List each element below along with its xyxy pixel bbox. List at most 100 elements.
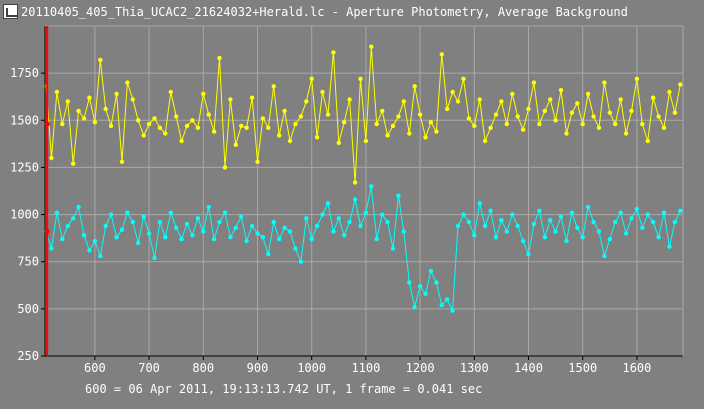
data-point-target [634,76,640,82]
data-point-target [92,120,98,125]
data-point-target [304,99,309,104]
data-point-comparison [190,233,195,238]
data-point-comparison [157,219,163,225]
x-tick-label: 900 [247,361,269,375]
data-point-target [222,165,228,170]
data-point-comparison [439,302,444,308]
data-point-comparison [314,223,320,229]
data-point-comparison [645,212,650,217]
data-point-target [255,159,260,164]
data-point-comparison [347,219,352,225]
data-point-target [585,91,591,97]
data-point-target [249,95,255,100]
data-point-target [54,89,60,95]
data-point-target [65,99,71,104]
data-point-target [163,131,168,136]
data-point-comparison [325,201,331,206]
data-point-target [233,142,238,147]
x-axis-ticks: 600 700 800 900 1000 1100 1200 1300 1400 1500 1600 [84,356,651,375]
data-point-comparison [309,236,314,242]
data-point-target [217,55,222,61]
data-point-comparison [656,235,661,240]
data-point-comparison [141,214,146,219]
data-point-comparison [623,231,629,236]
data-point-comparison [482,223,488,229]
light-curve-app-icon[interactable] [3,4,18,19]
data-point-comparison [499,218,504,223]
data-point-comparison [92,238,98,244]
data-point-comparison [201,229,206,234]
data-point-target [428,120,434,125]
window-titlebar: 20110405_405_Thia_UCAC2_21624032+Herald.… [0,0,704,24]
data-point-target [76,108,81,114]
data-point-comparison [445,297,450,302]
data-point-target [342,120,347,125]
data-point-comparison [531,221,537,227]
data-point-comparison [526,252,531,257]
time-cursor[interactable] [44,26,50,356]
data-point-target [461,76,466,82]
data-point-target [407,131,412,136]
data-point-comparison [293,246,298,251]
data-point-target [385,133,390,138]
data-point-comparison [298,259,304,264]
data-point-target [60,121,65,127]
x-tick-label: 600 [84,361,106,375]
data-point-target [439,52,444,57]
cursor-marker-comparison [44,229,50,235]
data-point-target [81,116,87,121]
series-target [43,44,683,185]
y-tick-label: 1250 [10,160,39,174]
data-point-comparison [76,204,81,210]
data-point-comparison [629,216,634,221]
data-point-comparison [282,225,287,230]
data-point-target [98,57,103,63]
data-point-target [174,114,179,119]
data-point-target [347,97,352,102]
data-point-comparison [65,223,71,229]
data-point-comparison [661,210,667,215]
data-point-comparison [87,248,92,253]
data-point-comparison [217,219,222,225]
data-point-comparison [184,221,190,227]
data-point-target [672,110,678,115]
data-point-target [499,99,504,104]
data-point-target [282,108,287,114]
data-point-target [678,82,683,87]
data-point-comparison [71,216,76,221]
data-point-target [613,121,618,127]
data-point-comparison [575,225,580,230]
data-point-comparison [260,235,266,240]
data-point-comparison [591,219,596,225]
data-point-target [602,80,607,85]
data-point-comparison [412,304,417,310]
data-point-target [656,114,661,119]
data-point-comparison [569,210,575,215]
data-point-target [553,118,558,123]
data-point-comparison [428,268,434,274]
data-point-target [271,84,276,89]
data-point-target [293,121,298,127]
x-tick-label: 1100 [351,361,380,375]
data-point-comparison [450,308,455,313]
data-point-comparison [651,219,656,225]
data-point-comparison [352,197,358,202]
plot-axes [44,25,684,357]
data-point-target [537,121,542,127]
data-point-comparison [504,229,509,234]
data-point-comparison [304,216,309,221]
y-tick-label: 500 [17,302,39,316]
data-point-comparison [179,236,184,242]
x-tick-label: 1300 [460,361,489,375]
data-point-target [510,91,515,97]
x-tick-label: 1200 [406,361,435,375]
data-point-target [477,97,482,102]
data-point-comparison [114,235,119,240]
data-point-comparison [119,227,125,232]
data-point-comparison [520,238,526,244]
y-tick-label: 1000 [10,208,39,222]
data-point-target [157,125,163,130]
x-tick-label: 700 [138,361,160,375]
data-point-target [336,140,341,146]
